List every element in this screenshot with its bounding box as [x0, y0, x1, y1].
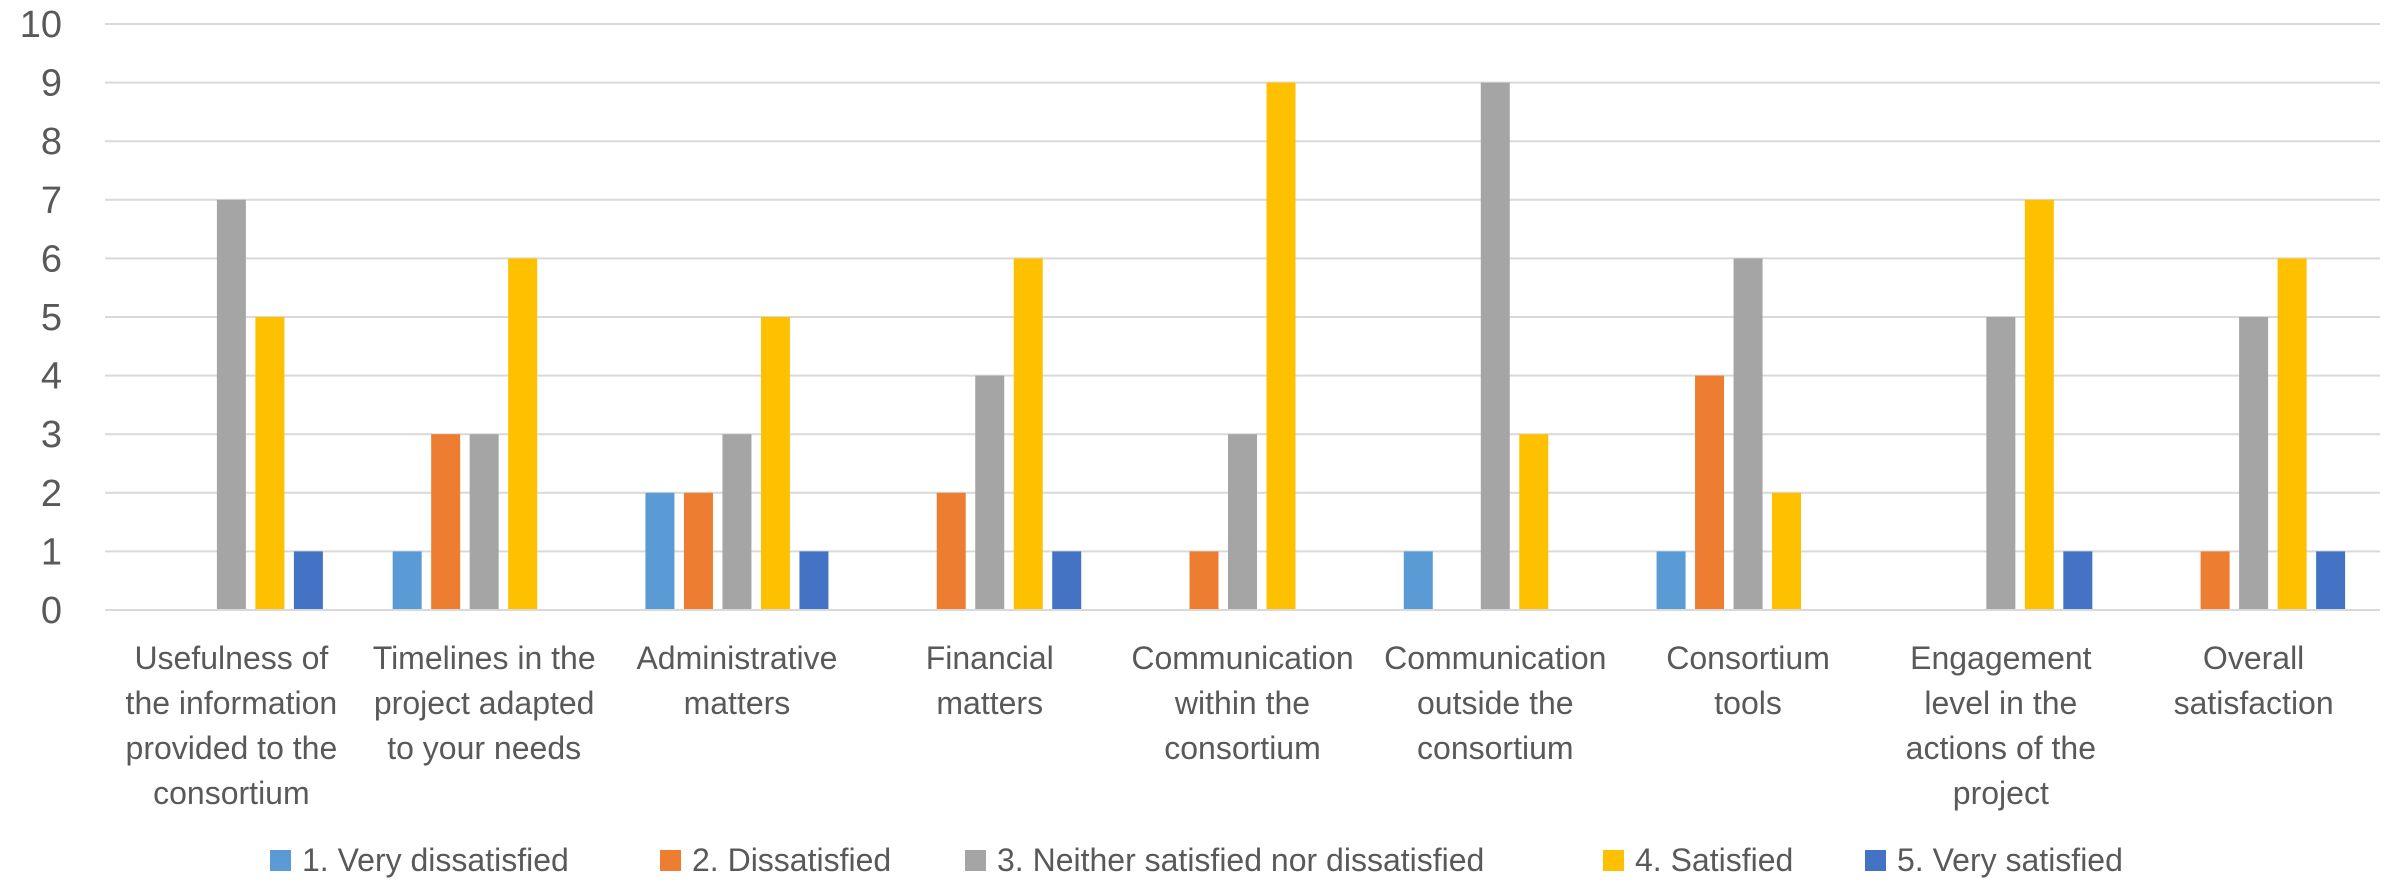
x-tick-label: outside the [1417, 685, 1574, 721]
y-tick-label: 8 [41, 121, 62, 163]
bar [683, 492, 713, 610]
x-tick-label: within the [1174, 685, 1310, 721]
bar [508, 258, 538, 610]
x-tick-label: Administrative [636, 640, 837, 676]
y-tick-label: 0 [41, 590, 62, 632]
x-tick-label: Timelines in the [373, 640, 596, 676]
bar [2063, 551, 2093, 610]
bar [1986, 317, 2016, 610]
x-tick-label: tools [1714, 685, 1782, 721]
bar [799, 551, 829, 610]
bar [2239, 317, 2269, 610]
bar [1733, 258, 1763, 610]
x-tick-label: to your needs [387, 730, 581, 766]
bar [1695, 375, 1725, 610]
y-tick-label: 10 [20, 4, 62, 46]
y-tick-label: 6 [41, 238, 62, 280]
x-tick-label: level in the [1924, 685, 2077, 721]
bar [1266, 82, 1296, 611]
bar [722, 434, 752, 610]
y-tick-label: 7 [41, 180, 62, 222]
x-tick-label: consortium [153, 775, 310, 811]
x-tick-label: project adapted [374, 685, 595, 721]
bars [216, 82, 2346, 611]
bar [431, 434, 461, 610]
legend-swatch [1865, 850, 1886, 871]
x-tick-label: consortium [1164, 730, 1321, 766]
x-tick-label: Consortium [1666, 640, 1830, 676]
bar [2200, 551, 2230, 610]
bar [1403, 551, 1433, 610]
x-axis: Usefulness of the information provided to … [126, 640, 2334, 811]
bar [1480, 82, 1510, 611]
bar [2277, 258, 2307, 610]
x-tick-label: provided to the [126, 730, 338, 766]
x-tick-label: Communication [1384, 640, 1606, 676]
bar [1772, 492, 1802, 610]
x-tick-label: project [1953, 775, 2049, 811]
y-tick-label: 5 [41, 297, 62, 339]
bar [2316, 551, 2346, 610]
bar [760, 317, 790, 610]
bar [975, 375, 1005, 610]
legend-label: 1. Very dissatisfied [302, 842, 569, 878]
bar [1052, 551, 1082, 610]
bar [2024, 199, 2054, 611]
x-tick-label: the information [126, 685, 338, 721]
x-tick-label: consortium [1417, 730, 1574, 766]
bar [392, 551, 422, 610]
y-tick-label: 2 [41, 473, 62, 515]
bar [293, 551, 323, 610]
y-tick-label: 9 [41, 63, 62, 105]
bar [645, 492, 675, 610]
x-tick-label: satisfaction [2174, 685, 2334, 721]
legend-swatch [1603, 850, 1624, 871]
x-tick-label: actions of the [1906, 730, 2096, 766]
x-tick-label: Financial [926, 640, 1054, 676]
legend-swatch [965, 850, 986, 871]
x-tick-label: Overall [2203, 640, 2304, 676]
legend-label: 4. Satisfied [1635, 842, 1793, 878]
legend-swatch [270, 850, 291, 871]
legend-label: 2. Dissatisfied [692, 842, 891, 878]
x-tick-label: Communication [1131, 640, 1353, 676]
bar [1189, 551, 1219, 610]
bar [1013, 258, 1043, 610]
x-tick-label: matters [684, 685, 791, 721]
y-axis: 0 1 2 3 4 5 6 7 8 9 10 [20, 4, 62, 632]
y-tick-label: 1 [41, 531, 62, 573]
y-tick-label: 4 [41, 356, 62, 398]
x-tick-label: Engagement [1910, 640, 2092, 676]
legend-label: 3. Neither satisfied nor dissatisfied [997, 842, 1484, 878]
legend: 1. Very dissatisfied 2. Dissatisfied 3. Ne… [270, 842, 2123, 878]
x-tick-label: Usefulness of [134, 640, 328, 676]
x-tick-label: matters [936, 685, 1043, 721]
bar [936, 492, 966, 610]
legend-label: 5. Very satisfied [1897, 842, 2123, 878]
bar [255, 317, 285, 610]
bar [1228, 434, 1257, 610]
legend-swatch [660, 850, 681, 871]
y-tick-label: 3 [41, 414, 62, 456]
bar [1656, 551, 1686, 610]
bar [1519, 434, 1549, 610]
bar [469, 434, 499, 610]
bar [216, 199, 246, 611]
